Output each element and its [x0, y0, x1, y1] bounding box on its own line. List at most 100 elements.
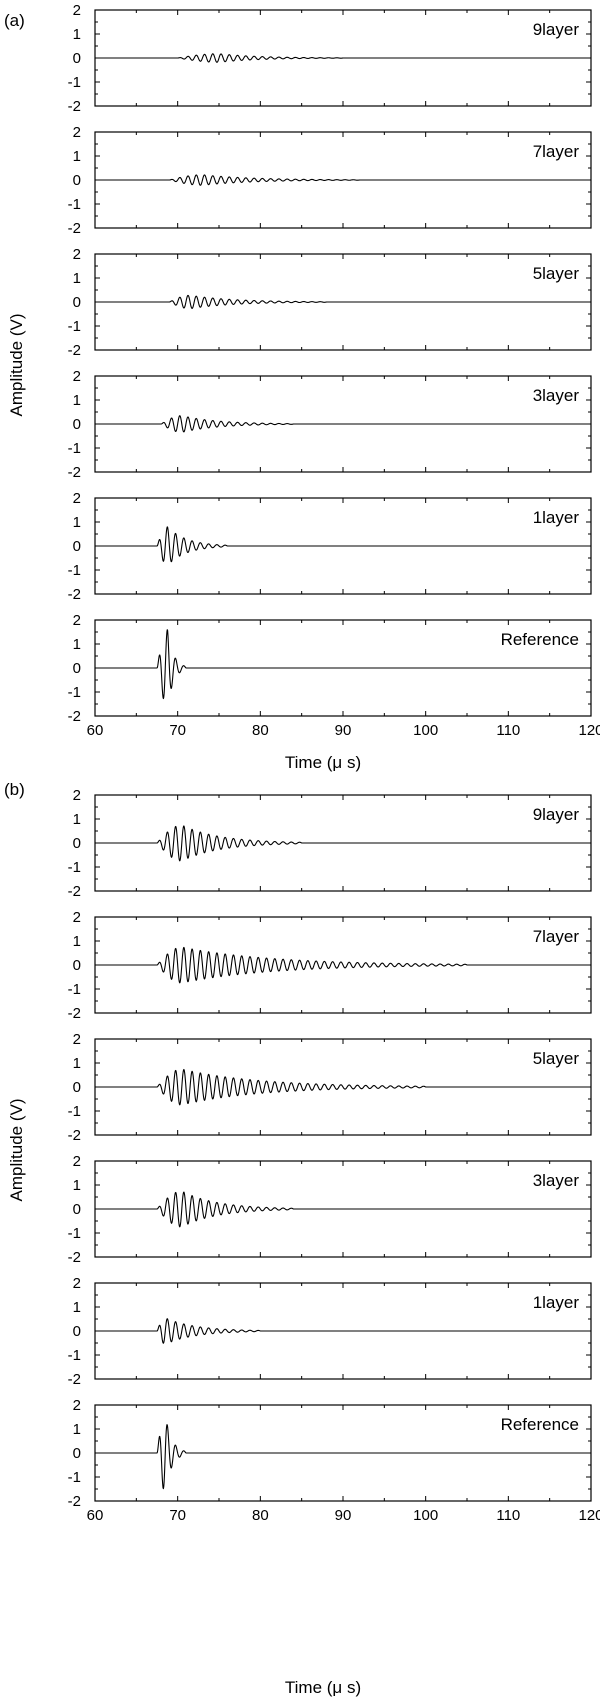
subplot-7layer: 2 1 0 -1 -2 7layer [68, 124, 592, 237]
y-tick-label: 0 [73, 957, 81, 974]
y-tick-label: -1 [68, 1225, 81, 1242]
series-line-9layer [94, 825, 592, 862]
y-tick-label: 2 [73, 1031, 81, 1048]
subplot-5layer: 2 1 0 -1 -2 5layer [68, 246, 592, 359]
y-tick-label: -2 [68, 708, 81, 725]
x-tick-label: 110 [496, 1507, 520, 1524]
y-tick-label: 2 [73, 1397, 81, 1414]
series-label: Reference [501, 1415, 579, 1434]
y-tick-label: -2 [68, 342, 81, 359]
series-label: 1layer [533, 1293, 580, 1312]
series-line-9layer [94, 53, 592, 63]
x-tick-label: 70 [169, 722, 186, 739]
y-tick-label: -1 [68, 684, 81, 701]
panel-a-chart: 210-1-29layer210-1-27layer210-1-25layer2… [7, 2, 600, 772]
y-tick-label: 0 [73, 416, 81, 433]
series-line-7layer [94, 946, 592, 984]
series-label: Reference [501, 630, 579, 649]
y-tick-label: -2 [68, 1493, 81, 1510]
x-tick-label: 80 [252, 722, 269, 739]
y-tick-label: -2 [68, 1005, 81, 1022]
subplot-9layer: 2 1 0 -1 -2 9layer [68, 2, 592, 115]
y-tick-label: -1 [68, 74, 81, 91]
y-tick-label: 2 [73, 612, 81, 629]
series-line-3layer [94, 1191, 592, 1228]
series-line-1layer [94, 526, 592, 563]
y-tick-label: 2 [73, 124, 81, 141]
y-axis-title: Amplitude (V) [7, 314, 26, 417]
y-tick-label: 2 [73, 368, 81, 385]
x-tick-label: 120 [578, 722, 600, 739]
y-tick-label: -1 [68, 1103, 81, 1120]
y-tick-label: 0 [73, 1079, 81, 1096]
y-tick-label: -2 [68, 464, 81, 481]
y-tick-label: 0 [73, 660, 81, 677]
subplot-1layer: 2 1 0 -1 -2 1layer [68, 490, 592, 603]
y-tick-label: -2 [68, 1127, 81, 1144]
y-tick-label: -1 [68, 562, 81, 579]
y-tick-label: 0 [73, 172, 81, 189]
y-tick-label: -2 [68, 1249, 81, 1266]
y-axis-title: Amplitude (V) [7, 1099, 26, 1202]
subplot-reference: 2 1 0 -1 -2 Reference 60 70 80 90 100 110 120 [68, 1397, 600, 1524]
series-line-reference [94, 629, 592, 700]
x-tick-label: 100 [413, 722, 438, 739]
series-label: 3layer [533, 386, 580, 405]
y-tick-label: -2 [68, 586, 81, 603]
y-tick-label: -1 [68, 1469, 81, 1486]
series-label: 3layer [533, 1171, 580, 1190]
y-tick-label: 2 [73, 787, 81, 804]
panel-b-label: (b) [4, 780, 25, 799]
y-tick-label: 1 [73, 933, 81, 950]
x-tick-label: 100 [413, 1507, 438, 1524]
y-tick-label: 2 [73, 246, 81, 263]
y-tick-label: 0 [73, 294, 81, 311]
y-tick-label: 0 [73, 538, 81, 555]
y-tick-label: -1 [68, 859, 81, 876]
y-tick-label: -1 [68, 440, 81, 457]
series-label: 5layer [533, 264, 580, 283]
x-tick-label: 90 [335, 722, 352, 739]
subplot-5layer: 2 1 0 -1 -2 5layer [68, 1031, 592, 1144]
panel-b-chart: 210-1-29layer210-1-27layer210-1-25layer2… [7, 787, 600, 1697]
y-tick-label: 2 [73, 1275, 81, 1292]
series-label: 7layer [533, 142, 580, 161]
y-tick-label: -1 [68, 196, 81, 213]
series-line-3layer [94, 415, 592, 433]
x-tick-label: 110 [496, 722, 520, 739]
y-tick-label: 1 [73, 811, 81, 828]
y-tick-label: -2 [68, 98, 81, 115]
y-tick-label: 0 [73, 835, 81, 852]
subplot-7layer: 2 1 0 -1 -2 7layer [68, 909, 592, 1022]
series-label: 5layer [533, 1049, 580, 1068]
y-tick-label: 2 [73, 2, 81, 19]
subplot-reference: 2 1 0 -1 -2 Reference 60 70 80 90 100 110 120 [68, 612, 600, 739]
x-tick-label: 70 [169, 1507, 186, 1524]
series-line-5layer [94, 1068, 592, 1106]
y-tick-label: 1 [73, 392, 81, 409]
y-tick-label: 0 [73, 1445, 81, 1462]
series-line-1layer [94, 1318, 592, 1344]
y-tick-label: 1 [73, 1299, 81, 1316]
x-tick-label: 80 [252, 1507, 269, 1524]
y-tick-label: 2 [73, 909, 81, 926]
y-tick-label: 1 [73, 270, 81, 287]
series-line-reference [94, 1424, 592, 1490]
subplot-9layer: 2 1 0 -1 -2 9layer [68, 787, 592, 900]
series-line-7layer [94, 174, 592, 186]
y-tick-label: 0 [73, 1201, 81, 1218]
subplot-3layer: 2 1 0 -1 -2 3layer [68, 368, 592, 481]
y-tick-label: 1 [73, 636, 81, 653]
series-label: 1layer [533, 508, 580, 527]
y-tick-label: -2 [68, 220, 81, 237]
y-tick-label: 0 [73, 1323, 81, 1340]
y-tick-label: 1 [73, 514, 81, 531]
series-label: 9layer [533, 805, 580, 824]
x-tick-label: 60 [87, 722, 104, 739]
y-tick-label: 1 [73, 1421, 81, 1438]
y-tick-label: 0 [73, 50, 81, 67]
subplot-1layer: 2 1 0 -1 -2 1layer [68, 1275, 592, 1388]
y-tick-label: -1 [68, 318, 81, 335]
y-tick-label: 1 [73, 1055, 81, 1072]
